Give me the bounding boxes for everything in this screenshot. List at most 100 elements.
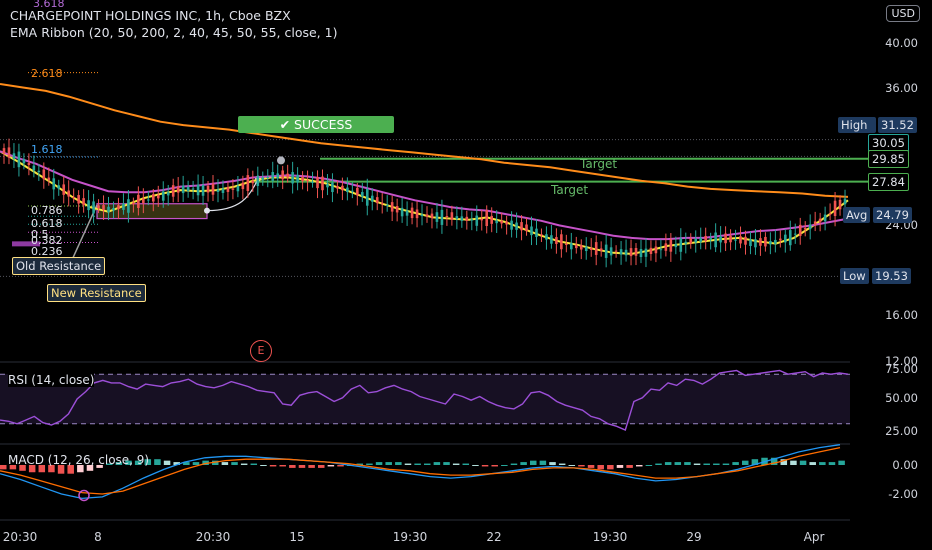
candle-body: [137, 194, 140, 208]
candle-body: [291, 172, 294, 184]
candle-body: [714, 232, 717, 248]
candle-body: [793, 233, 797, 235]
macd-histogram-bar: [48, 465, 55, 473]
candle-body: [52, 178, 56, 190]
candle-body: [47, 177, 51, 181]
rsi-legend[interactable]: RSI (14, close): [8, 373, 95, 387]
macd-legend[interactable]: MACD (12, 26, close, 9): [8, 453, 150, 467]
candle-body: [236, 186, 240, 192]
candle-body: [67, 190, 70, 197]
candle-body: [201, 184, 205, 196]
candle-body: [734, 239, 737, 241]
macd-line-1: [0, 446, 841, 495]
macd-histogram-bar: [645, 465, 653, 466]
ema-ribbon-legend[interactable]: EMA Ribbon (20, 50, 200, 2, 40, 45, 50, …: [10, 25, 338, 40]
rsi-y-tick: 50.00: [885, 391, 918, 405]
candle-body: [540, 234, 543, 236]
macd-histogram-bar: [327, 465, 335, 467]
macd-histogram-bar: [202, 460, 209, 465]
candle-body: [82, 198, 85, 206]
candle-body: [649, 247, 653, 254]
candle-body: [17, 151, 21, 168]
price-label-3005: 30.05: [868, 134, 909, 152]
candle-body: [351, 190, 354, 192]
candle-body: [470, 219, 474, 221]
macd-histogram-bar: [385, 462, 392, 465]
old-resistance-label[interactable]: Old Resistance: [12, 257, 106, 275]
macd-histogram-bar: [819, 462, 826, 465]
candle-body: [77, 195, 80, 204]
price-label-2784: 27.84: [868, 173, 909, 191]
fib-label-2618: 2.618: [31, 67, 63, 80]
x-tick: Apr: [803, 530, 825, 544]
new-resistance-label[interactable]: New Resistance: [47, 284, 146, 302]
candle-body: [405, 210, 409, 216]
macd-histogram-bar: [780, 459, 788, 465]
macd-histogram-bar: [337, 465, 344, 467]
candle-body: [336, 186, 339, 189]
macd-histogram-bar: [693, 463, 701, 465]
candle-body: [435, 212, 439, 222]
candle-body: [709, 238, 712, 240]
x-tick: 8: [94, 530, 102, 544]
macd-histogram-bar: [597, 465, 604, 470]
candle-body: [535, 228, 538, 237]
success-badge[interactable]: ✔ SUCCESS: [238, 116, 394, 133]
candle-body: [301, 176, 304, 182]
macd-histogram-bar: [424, 463, 431, 465]
candle-body: [171, 185, 175, 197]
candle-body: [629, 248, 633, 257]
currency-button[interactable]: USD: [886, 5, 920, 22]
candle-body: [151, 194, 155, 202]
candle-body: [241, 182, 245, 190]
macd-histogram-bar: [809, 462, 816, 465]
candle-body: [450, 212, 454, 220]
candle-body: [122, 203, 125, 210]
candle-body: [231, 188, 235, 190]
candle-body: [515, 222, 518, 230]
candle-body: [634, 247, 638, 256]
candle-body: [261, 177, 265, 181]
fib-label-0236: 0.236: [31, 245, 63, 258]
macd-histogram-bar: [183, 462, 190, 465]
candle-body: [12, 153, 16, 159]
macd-histogram-bar: [28, 465, 36, 473]
candle-body: [808, 224, 812, 230]
candle-body: [156, 195, 160, 199]
candle-body: [754, 239, 757, 248]
candle-body: [510, 220, 513, 230]
candle-body: [828, 213, 832, 215]
x-tick: 20:30: [195, 530, 231, 544]
macd-histogram-bar: [549, 462, 556, 465]
ema-line-1: [0, 150, 849, 241]
macd-histogram-bar: [790, 460, 797, 465]
macd-histogram-bar: [77, 465, 84, 473]
macd-histogram-bar: [655, 463, 662, 465]
alert-clock-icon: [277, 156, 285, 165]
macd-histogram-bar: [530, 460, 537, 465]
macd-histogram-bar: [9, 465, 17, 470]
candle-body: [181, 185, 185, 194]
candle-body: [216, 189, 220, 192]
candle-body: [838, 199, 842, 210]
candle-body: [639, 248, 643, 258]
candle-body: [724, 233, 727, 244]
candle-body: [525, 224, 528, 232]
candle-body: [420, 214, 424, 217]
macd-histogram-bar: [491, 465, 498, 467]
candle-body: [57, 185, 61, 189]
candle-body: [490, 215, 493, 224]
candle-body: [32, 165, 36, 171]
candle-body: [211, 183, 215, 195]
candle-body: [296, 174, 299, 183]
candle-body: [679, 238, 683, 252]
candle-body: [480, 218, 484, 221]
earnings-icon[interactable]: E: [250, 340, 272, 362]
candle-body: [803, 227, 807, 230]
macd-histogram-bar: [38, 465, 46, 473]
candle-body: [92, 201, 95, 214]
macd-histogram-bar: [67, 465, 74, 474]
candle-body: [530, 226, 533, 236]
candle-body: [619, 249, 623, 255]
